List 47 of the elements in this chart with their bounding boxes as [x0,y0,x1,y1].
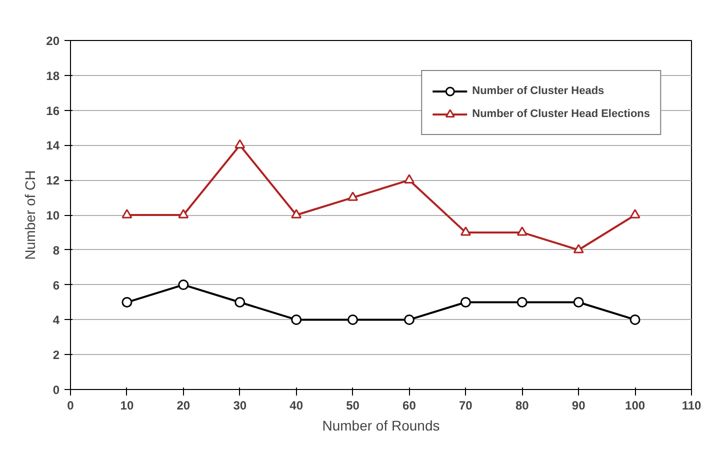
x-tick-label: 50 [346,398,360,412]
x-tick-label: 80 [515,398,530,412]
point [122,297,132,308]
y-tick-label: 4 [52,313,60,328]
x-axis-title: Number of Rounds [322,418,440,434]
point [291,209,302,218]
y-tick-label: 0 [52,383,60,397]
point [404,174,414,184]
y-tick-label: 6 [52,278,60,292]
point [630,314,640,325]
point [234,297,246,308]
point [348,192,358,201]
x-tick-label: 0 [67,398,74,412]
x-tick-label: 10 [120,398,134,412]
point [516,297,528,308]
legend-label: Number of Cluster Heads [472,85,604,97]
x-tick-label: 70 [459,398,473,412]
x-tick-label: 60 [402,398,416,412]
point [178,280,189,290]
x-tick-label: 100 [625,398,646,412]
x-tick-label: 110 [682,398,702,412]
point [460,297,471,308]
y-tick-label: 16 [46,104,60,118]
point [178,209,189,218]
x-tick-label: 90 [572,398,586,412]
point [573,244,584,254]
x-tick-label: 20 [176,398,190,412]
y-tick-label: 20 [46,34,60,48]
legend-label: Number of Cluster Head Elections [472,108,650,120]
point [404,314,414,325]
y-tick-label: 2 [52,348,60,362]
point [630,209,640,218]
y-tick-label: 12 [46,174,60,188]
x-tick-label: 30 [233,398,247,412]
point [573,297,584,308]
y-tick-label: 10 [46,208,60,222]
point [234,139,246,149]
y-tick-label: 14 [46,138,60,153]
y-axis-title: Number of CH [22,170,38,260]
y-tick-label: 18 [46,68,60,83]
point [122,209,132,218]
y-tick-label: 8 [52,243,60,258]
point [460,226,471,236]
point [516,226,528,236]
x-tick-label: 40 [290,398,304,412]
point [348,314,358,325]
point [291,314,302,325]
